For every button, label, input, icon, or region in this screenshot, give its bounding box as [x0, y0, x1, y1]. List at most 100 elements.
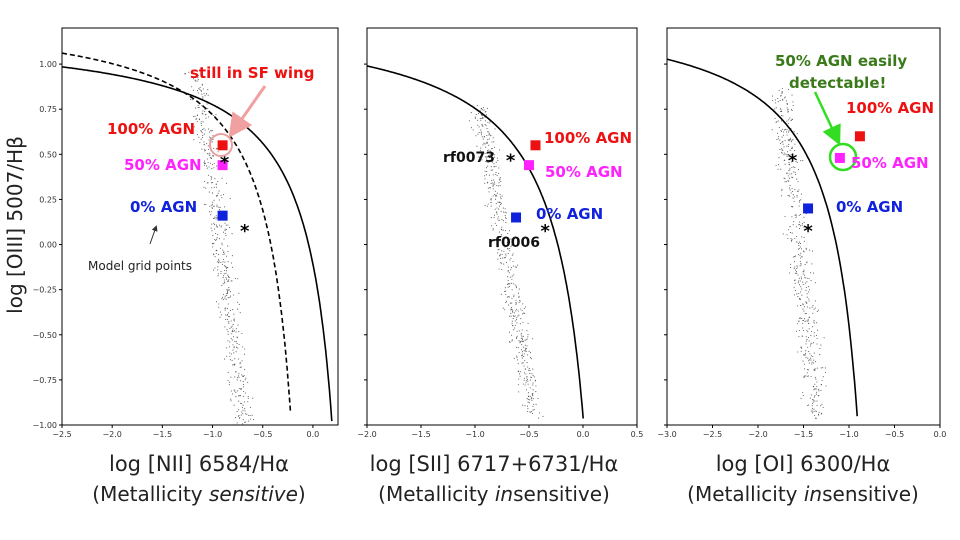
grid-point — [486, 167, 487, 168]
grid-point — [783, 233, 784, 234]
grid-point — [807, 278, 808, 279]
grid-point — [214, 218, 215, 219]
grid-point — [208, 116, 209, 117]
grid-point — [207, 153, 208, 154]
grid-point — [218, 259, 219, 260]
grid-point — [527, 336, 528, 337]
grid-point — [796, 236, 797, 237]
grid-point — [202, 137, 203, 138]
grid-point — [212, 246, 213, 247]
grid-point — [780, 143, 781, 144]
grid-point — [486, 174, 487, 175]
grid-point — [238, 375, 239, 376]
x-tick-label: −3.0 — [657, 430, 676, 439]
grid-point — [488, 145, 489, 146]
grid-point — [779, 127, 780, 128]
grid-point — [217, 261, 218, 262]
grid-point — [202, 110, 203, 111]
grid-point — [529, 370, 530, 371]
grid-point — [232, 267, 233, 268]
grid-point — [220, 262, 221, 263]
grid-point — [781, 189, 782, 190]
grid-point — [803, 273, 804, 274]
grid-point — [522, 355, 523, 356]
grid-point — [243, 384, 244, 385]
grid-point — [246, 414, 247, 415]
grid-point — [211, 211, 212, 212]
grid-point — [222, 261, 223, 262]
grid-point — [536, 404, 537, 405]
grid-point — [243, 396, 244, 397]
grid-point — [776, 139, 777, 140]
grid-point — [522, 313, 523, 314]
grid-point — [798, 254, 799, 255]
grid-point — [787, 238, 788, 239]
grid-point — [784, 152, 785, 153]
grid-point — [505, 302, 506, 303]
grid-point — [518, 347, 519, 348]
grid-point — [217, 266, 218, 267]
grid-point — [213, 115, 214, 116]
grid-point — [778, 157, 779, 158]
grid-point — [787, 111, 788, 112]
grid-point — [777, 169, 778, 170]
grid-point — [235, 372, 236, 373]
grid-point — [811, 363, 812, 364]
grid-point — [237, 390, 238, 391]
grid-point — [226, 289, 227, 290]
grid-point — [499, 180, 500, 181]
grid-point — [477, 120, 478, 121]
grid-point — [505, 287, 506, 288]
grid-point — [232, 350, 233, 351]
grid-point — [800, 280, 801, 281]
grid-point — [800, 253, 801, 254]
agn-fraction-marker — [524, 160, 534, 170]
grid-point — [211, 207, 212, 208]
grid-point — [811, 355, 812, 356]
grid-point — [535, 380, 536, 381]
grid-point — [198, 137, 199, 138]
grid-point — [513, 283, 514, 284]
grid-point — [781, 120, 782, 121]
grid-point — [507, 296, 508, 297]
grid-point — [797, 266, 798, 267]
grid-point — [224, 308, 225, 309]
grid-point — [515, 315, 516, 316]
grid-point — [503, 208, 504, 209]
p2-rf0073-label: rf0073 — [443, 150, 495, 166]
grid-point — [505, 291, 506, 292]
grid-point — [782, 100, 783, 101]
grid-point — [795, 270, 796, 271]
grid-point — [218, 307, 219, 308]
grid-point — [818, 395, 819, 396]
grid-point — [520, 371, 521, 372]
grid-point — [494, 128, 495, 129]
grid-point — [792, 101, 793, 102]
grid-point — [525, 345, 526, 346]
grid-point — [206, 103, 207, 104]
grid-point — [203, 187, 204, 188]
grid-point — [515, 325, 516, 326]
grid-point — [483, 142, 484, 143]
grid-point — [241, 388, 242, 389]
grid-point — [237, 309, 238, 310]
grid-point — [200, 87, 201, 88]
y-tick-label: 0.00 — [39, 241, 57, 250]
grid-point — [511, 335, 512, 336]
grid-point — [513, 266, 514, 267]
grid-point — [509, 316, 510, 317]
grid-point — [809, 363, 810, 364]
grid-point — [241, 374, 242, 375]
grid-point — [525, 349, 526, 350]
grid-point — [524, 350, 525, 351]
grid-point — [795, 290, 796, 291]
grid-point — [212, 235, 213, 236]
grid-point — [530, 396, 531, 397]
grid-point — [529, 402, 530, 403]
grid-point — [509, 296, 510, 297]
grid-point — [506, 212, 507, 213]
grid-point — [493, 229, 494, 230]
p2-agn0-label: 0% AGN — [536, 205, 603, 223]
grid-point — [220, 226, 221, 227]
grid-point — [482, 125, 483, 126]
